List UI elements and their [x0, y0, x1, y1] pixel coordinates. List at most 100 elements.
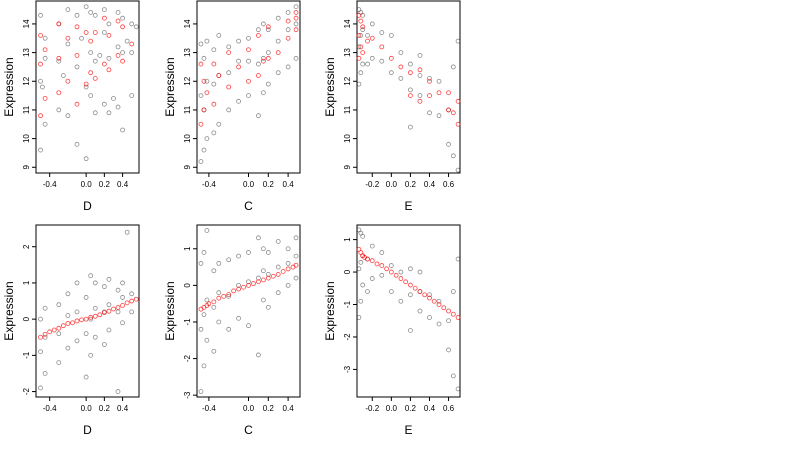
x-axis-label: D: [83, 423, 92, 437]
observed-point: [450, 64, 456, 70]
plot-frame: [196, 0, 301, 174]
fitted-point: [360, 50, 366, 55]
fitted-point: [358, 18, 364, 24]
observed-point: [226, 107, 232, 113]
y-tick-label: -3: [183, 391, 192, 399]
x-axis-label: C: [244, 199, 253, 213]
x-tick-label: 0.4: [117, 404, 129, 413]
observed-point: [88, 352, 94, 358]
observed-point: [204, 78, 210, 84]
observed-point: [38, 385, 43, 391]
observed-point: [369, 21, 375, 27]
fitted-point: [408, 282, 413, 288]
plot-frame: [356, 224, 461, 398]
observed-point: [92, 58, 98, 64]
fitted-point: [201, 107, 207, 113]
fitted-point: [74, 24, 80, 30]
observed-point: [356, 44, 362, 50]
fitted-point: [226, 50, 232, 55]
observed-point: [106, 302, 112, 308]
y-tick-label: 9: [22, 164, 31, 169]
observed-point: [275, 15, 281, 21]
observed-point: [455, 38, 461, 44]
x-tick-label: 0.0: [243, 404, 255, 413]
observed-point: [124, 38, 130, 44]
fitted-point: [38, 61, 43, 67]
fitted-point: [216, 295, 222, 301]
observed-point: [379, 250, 385, 255]
y-tick-label: 10: [183, 134, 192, 143]
observed-point: [65, 291, 71, 297]
y-tick-label: 13: [183, 48, 192, 57]
x-tick-label: 0.4: [117, 180, 129, 189]
y-tick-label: -2: [183, 354, 192, 362]
observed-point: [417, 93, 423, 98]
observed-point: [38, 12, 43, 18]
observed-point: [106, 276, 112, 282]
observed-point: [436, 78, 442, 84]
fitted-point: [92, 30, 98, 35]
fitted-point: [204, 90, 210, 96]
observed-point: [106, 55, 112, 61]
observed-point: [38, 316, 43, 322]
plot-frame: [35, 224, 140, 398]
observed-point: [365, 33, 370, 38]
observed-point: [101, 30, 107, 35]
observed-point: [92, 12, 98, 18]
fitted-point: [265, 275, 271, 281]
fitted-point: [450, 110, 456, 116]
fitted-point: [38, 113, 43, 119]
observed-point: [115, 287, 121, 293]
fitted-point: [47, 329, 53, 335]
observed-point: [38, 349, 43, 355]
y-tick-label: 0: [22, 316, 31, 321]
observed-point: [39, 84, 45, 90]
y-tick-label: 11: [343, 105, 352, 114]
observed-point: [88, 50, 94, 55]
observed-point: [101, 7, 107, 13]
fitted-point: [241, 284, 246, 290]
x-axis-label: E: [404, 423, 412, 437]
observed-point: [83, 331, 89, 337]
fitted-point: [398, 276, 404, 281]
fitted-point: [101, 61, 107, 67]
y-axis-label: Expression: [2, 57, 16, 116]
fitted-point: [83, 316, 89, 322]
observed-point: [120, 50, 125, 55]
fitted-point: [417, 289, 423, 294]
fitted-point: [369, 258, 375, 264]
observed-point: [65, 345, 71, 351]
observed-point: [260, 55, 266, 61]
fitted-point: [56, 325, 62, 331]
observed-point: [106, 21, 112, 27]
fitted-point: [106, 67, 112, 73]
fitted-point: [221, 293, 227, 299]
observed-point: [115, 44, 121, 50]
fitted-point: [92, 313, 98, 319]
observed-point: [455, 386, 461, 392]
observed-point: [398, 298, 404, 304]
chart-panel-3: -0.2 0.0 0.2 0.4 0.6 9 10 11 12 13 14 E Expression: [323, 0, 461, 213]
fitted-point: [265, 55, 271, 61]
fitted-point: [379, 44, 385, 50]
observed-point: [285, 282, 291, 288]
observed-point: [198, 41, 204, 47]
observed-point: [285, 261, 291, 266]
observed-point: [120, 280, 125, 286]
y-tick-label: 1: [343, 237, 352, 242]
chart-panel-6: -0.2 0.0 0.2 0.4 0.6 -3 -2 -1 0 1 E Expression: [323, 224, 461, 437]
observed-point: [65, 113, 71, 119]
observed-point: [265, 250, 271, 255]
observed-point: [42, 35, 48, 41]
observed-point: [427, 110, 432, 116]
observed-point: [101, 284, 107, 289]
observed-point: [120, 15, 125, 21]
fitted-point: [427, 295, 432, 301]
fitted-point: [388, 269, 394, 275]
observed-point: [246, 250, 251, 255]
observed-point: [358, 259, 364, 265]
y-tick-label: 12: [22, 76, 31, 85]
observed-point: [260, 297, 266, 303]
observed-point: [56, 360, 62, 366]
chart-panel-5: -0.4 0.0 0.2 0.4 -3 -2 -1 0 1 C Expression: [163, 224, 301, 437]
